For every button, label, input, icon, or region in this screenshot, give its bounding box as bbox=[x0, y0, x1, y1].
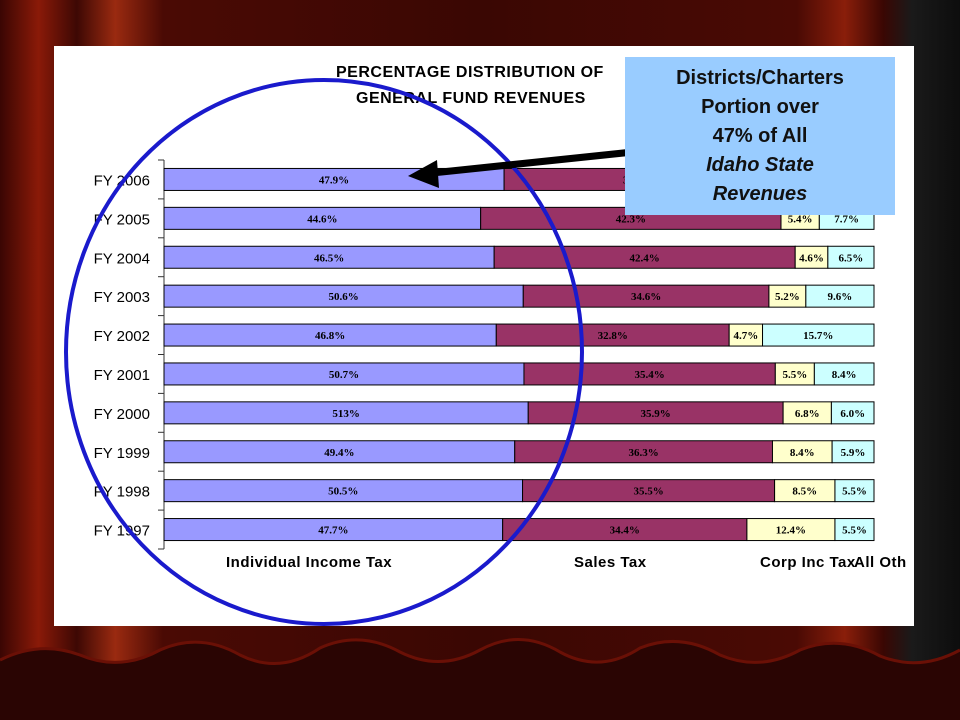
bar-data-label: 42.4% bbox=[630, 252, 660, 264]
callout-line-5: Revenues bbox=[712, 183, 808, 205]
y-tick-label: FY 2000 bbox=[94, 406, 150, 423]
bar-data-label: 46.5% bbox=[314, 252, 344, 264]
bar-data-label: 34.4% bbox=[610, 525, 640, 537]
bar-segment-all-oth bbox=[762, 323, 875, 347]
bar-data-label: 47.9% bbox=[319, 174, 349, 186]
y-tick-label: FY 2002 bbox=[94, 328, 150, 345]
highlight-circle bbox=[64, 78, 584, 626]
bar-segment-all-oth bbox=[827, 245, 875, 269]
callout-arrow-shaft bbox=[431, 146, 653, 177]
chart-title-line-2: GENERAL FUND REVENUES bbox=[356, 90, 586, 107]
bar-data-label: 6.8% bbox=[795, 408, 820, 420]
bar-data-label: 50.5% bbox=[328, 486, 358, 498]
bar-data-label: 35.5% bbox=[633, 486, 663, 498]
bar-segment-all-oth bbox=[805, 284, 875, 308]
bar-data-label: 8.5% bbox=[792, 486, 817, 498]
bar-data-label: 5.9% bbox=[841, 447, 866, 459]
bar-segment-all-oth bbox=[834, 518, 875, 542]
y-tick-label: FY 1998 bbox=[94, 484, 150, 501]
callout-line-3: 47% of All bbox=[712, 125, 808, 147]
bar-data-label: 4.7% bbox=[733, 330, 758, 342]
bar-data-label: 50.7% bbox=[329, 369, 359, 381]
bar-data-label: 5.5% bbox=[782, 369, 807, 381]
bar-data-label: 8.4% bbox=[832, 369, 857, 381]
bar-data-label: 12.4% bbox=[776, 525, 806, 537]
bar-data-label: 32.8% bbox=[598, 330, 628, 342]
chart-title-line-1: PERCENTAGE DISTRIBUTION OF bbox=[336, 64, 604, 81]
bar-data-label: 35.4% bbox=[635, 369, 665, 381]
callout-line-1: Districts/Charters bbox=[676, 67, 844, 89]
bar-data-label: 36.3% bbox=[628, 447, 658, 459]
bar-data-label: 8.4% bbox=[790, 447, 815, 459]
bar-data-label: 7.7% bbox=[834, 213, 859, 225]
callout-line-4: Idaho State bbox=[706, 154, 814, 176]
callout-line-2: Portion over bbox=[701, 96, 819, 118]
bar-segment-all-oth bbox=[834, 479, 875, 503]
bar-data-label: 6.0% bbox=[840, 408, 865, 420]
bar-data-label: 5.5% bbox=[842, 525, 867, 537]
bar-data-label: 15.7% bbox=[803, 330, 833, 342]
y-tick-label: FY 1999 bbox=[94, 445, 150, 462]
callout-box: Districts/Charters Portion over 47% of A… bbox=[625, 57, 895, 215]
bar-data-label: 9.6% bbox=[828, 291, 853, 303]
bar-data-label: 42.3% bbox=[616, 213, 646, 225]
bar-data-label: 35.9% bbox=[641, 408, 671, 420]
legend-label: Sales Tax bbox=[574, 554, 647, 571]
bar-data-label: 34.6% bbox=[631, 291, 661, 303]
bar-data-label: 44.6% bbox=[307, 213, 337, 225]
bar-data-label: 4.6% bbox=[799, 252, 824, 264]
y-tick-label: FY 2001 bbox=[94, 367, 150, 384]
bar-data-label: 5.2% bbox=[775, 291, 800, 303]
y-tick-label: FY 2003 bbox=[94, 289, 150, 306]
bar-data-label: 47.7% bbox=[318, 525, 348, 537]
bar-data-label: 49.4% bbox=[324, 447, 354, 459]
bar-segment-all-oth bbox=[830, 401, 875, 425]
callout-arrow-head bbox=[408, 160, 439, 188]
bar-data-label: 6.5% bbox=[839, 252, 864, 264]
y-tick-label: FY 2004 bbox=[94, 250, 150, 267]
bar-data-label: 46.8% bbox=[315, 330, 345, 342]
bar-data-label: 5.4% bbox=[788, 213, 813, 225]
bar-segment-all-oth bbox=[813, 362, 875, 386]
bar-data-label: 50.6% bbox=[329, 291, 359, 303]
bar-data-label: 513% bbox=[332, 408, 360, 420]
y-tick-label: FY 2005 bbox=[94, 211, 150, 228]
legend-label: Individual Income Tax bbox=[226, 554, 392, 571]
legend-label: All Oth bbox=[854, 554, 907, 571]
bar-segment-all-oth bbox=[831, 440, 875, 464]
bar-data-label: 5.5% bbox=[842, 486, 867, 498]
slide-panel: PERCENTAGE DISTRIBUTION OF GENERAL FUND … bbox=[54, 46, 914, 626]
legend-label: Corp Inc Tax bbox=[760, 554, 856, 571]
